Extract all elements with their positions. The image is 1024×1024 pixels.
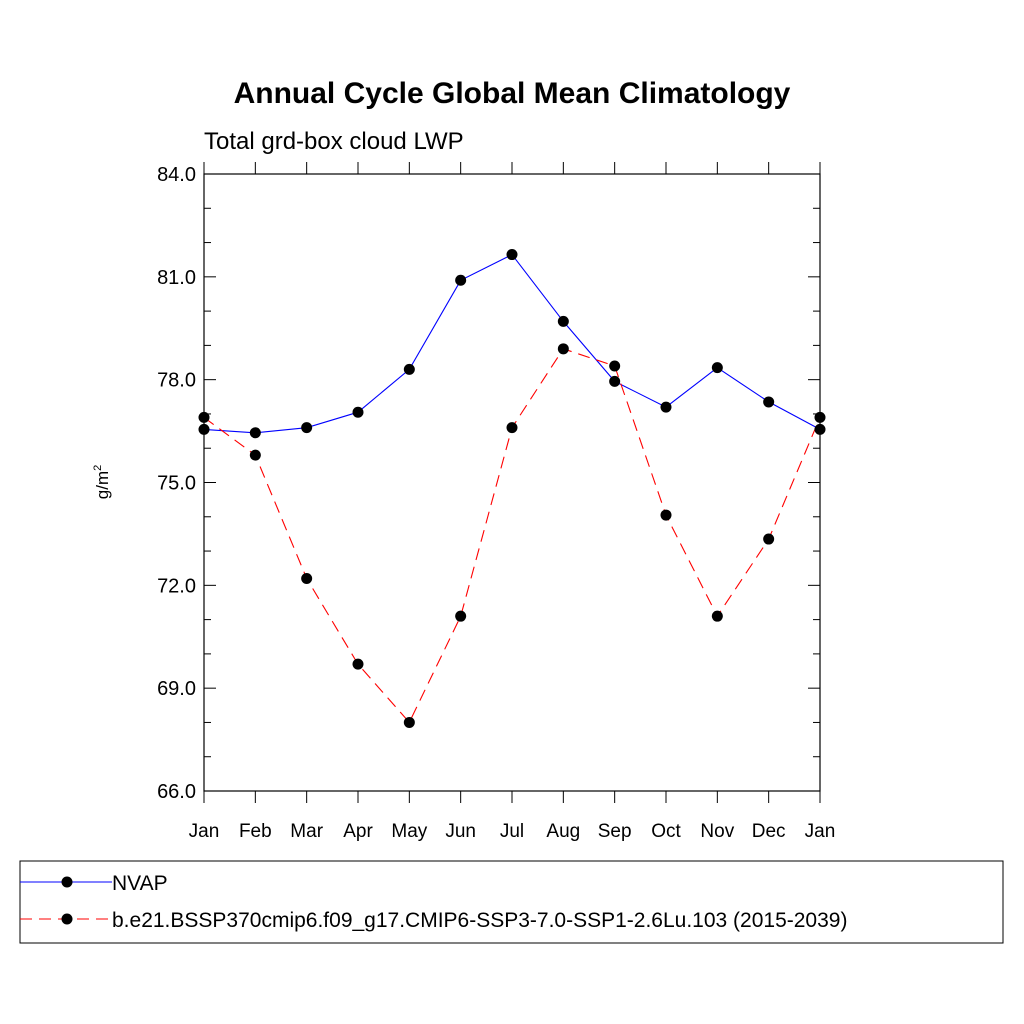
series-2-point	[609, 360, 621, 372]
x-tick-label: Dec	[752, 821, 786, 842]
x-tick-label: Jul	[500, 821, 524, 842]
legend-label: NVAP	[112, 872, 168, 895]
y-tick-label: 78.0	[157, 370, 196, 392]
series-2-point	[557, 343, 569, 355]
series-2-point	[814, 411, 826, 423]
x-tick-label: Apr	[343, 821, 373, 842]
y-tick-labels: 66.0 69.0 72.0 75.0 78.0 81.0 84.0	[157, 164, 196, 803]
series-1-point	[763, 396, 775, 408]
x-tick-label: Jun	[445, 821, 476, 842]
series-1-point	[557, 315, 569, 327]
series-layer	[198, 249, 826, 728]
x-tick-labels: Jan Feb Mar Apr May Jun Jul Aug Sep Oct Nov Dec Jan	[189, 821, 836, 842]
y-axis-label: g/m2	[92, 465, 112, 499]
series-1-point	[660, 401, 672, 413]
x-tick-label: Jan	[805, 821, 836, 842]
legend-box	[19, 860, 1004, 944]
series-1-point	[814, 423, 826, 435]
series-2-point	[660, 509, 672, 521]
x-tick-label: Sep	[598, 821, 632, 842]
y-tick-label: 69.0	[157, 678, 196, 700]
chart-title: Annual Cycle Global Mean Climatology	[234, 77, 791, 110]
x-tick-label: Jan	[189, 821, 220, 842]
chart-subtitle: Total grd-box cloud LWP	[204, 128, 464, 155]
y-tick-label: 84.0	[157, 164, 196, 186]
legend: NVAP b.e21.BSSP370cmip6.f09_g17.CMIP6-SSP…	[20, 872, 847, 932]
x-tick-label: Nov	[700, 821, 734, 842]
x-tick-label: Aug	[546, 821, 580, 842]
series-1-point	[301, 422, 313, 434]
series-2-point	[455, 610, 467, 622]
series-1-point	[352, 406, 364, 418]
plot-frame	[203, 173, 821, 792]
series-1-point	[506, 249, 518, 261]
series-1-point	[455, 274, 467, 286]
x-tick-label: Feb	[239, 821, 272, 842]
series-2-point	[403, 716, 415, 728]
series-1-point	[249, 427, 261, 439]
series-2-point	[301, 572, 313, 584]
series-line-2	[203, 348, 821, 724]
series-1-point	[609, 375, 621, 387]
legend-label: b.e21.BSSP370cmip6.f09_g17.CMIP6-SSP3-7.…	[112, 909, 847, 932]
series-2-point	[198, 411, 210, 423]
series-1-point	[198, 423, 210, 435]
legend-marker	[61, 876, 73, 888]
series-1-point	[403, 363, 415, 375]
y-tick-label: 75.0	[157, 473, 196, 495]
y-tick-label: 66.0	[157, 781, 196, 803]
series-line-1	[203, 253, 821, 434]
x-tick-label: May	[391, 821, 427, 842]
series-1-point	[711, 362, 723, 374]
x-tick-label: Mar	[290, 821, 323, 842]
y-tick-label: 81.0	[157, 267, 196, 289]
series-2-point	[249, 449, 261, 461]
x-tick-label: Oct	[651, 821, 681, 842]
series-2-point	[506, 422, 518, 434]
series-2-point	[763, 533, 775, 545]
y-tick-label: 72.0	[157, 575, 196, 597]
series-2-point	[352, 658, 364, 670]
legend-marker	[61, 913, 73, 925]
series-2-point	[711, 610, 723, 622]
